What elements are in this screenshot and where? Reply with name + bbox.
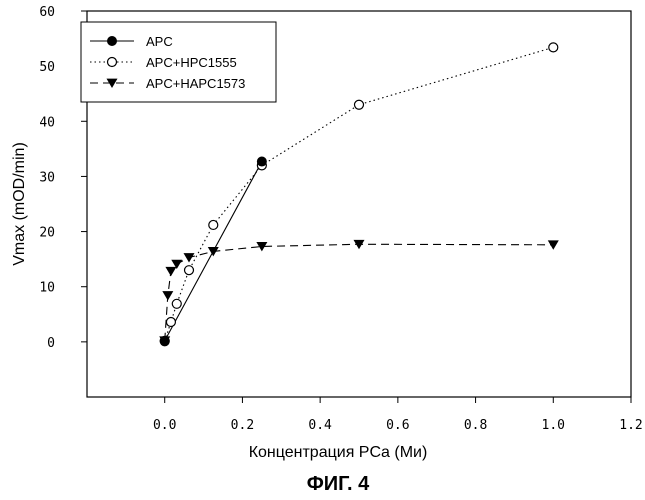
data-point — [549, 43, 558, 52]
y-tick-label: 40 — [39, 115, 55, 130]
y-axis-ticks: 0 10 20 30 40 50 60 — [39, 5, 87, 351]
x-tick-label: 0.4 — [308, 418, 332, 433]
data-point — [184, 253, 195, 262]
data-point — [208, 247, 219, 256]
legend-label: APC — [146, 34, 173, 49]
x-tick-label: 0.0 — [153, 418, 176, 433]
x-tick-label: 0.8 — [464, 418, 487, 433]
data-point — [185, 266, 194, 275]
data-point — [160, 336, 169, 345]
y-tick-label: 30 — [39, 170, 55, 185]
figure-caption: ФИГ. 4 — [307, 473, 370, 495]
data-point — [165, 267, 176, 276]
y-tick-label: 0 — [47, 336, 55, 351]
y-axis-label: Vmax (mOD/min) — [11, 142, 28, 266]
legend: APC APC+HPC1555 APC+HAPC1573 — [81, 22, 276, 102]
y-tick-label: 60 — [39, 5, 55, 20]
data-point — [209, 220, 218, 229]
legend-label: APC+HAPC1573 — [146, 76, 245, 91]
legend-marker — [108, 37, 117, 46]
y-tick-label: 10 — [39, 281, 55, 296]
x-tick-label: 1.0 — [542, 418, 565, 433]
legend-marker — [108, 58, 117, 67]
y-tick-label: 20 — [39, 226, 55, 241]
x-axis-label: Концентрация PCa (Ми) — [249, 444, 428, 461]
data-point — [172, 299, 181, 308]
data-point — [162, 291, 173, 300]
data-point — [548, 240, 559, 249]
legend-label: APC+HPC1555 — [146, 55, 237, 70]
x-tick-label: 0.2 — [231, 418, 254, 433]
data-point — [257, 157, 266, 166]
x-axis-ticks: 0.0 0.2 0.4 0.6 0.8 1.0 1.2 — [153, 397, 643, 433]
data-point — [355, 100, 364, 109]
x-tick-label: 0.6 — [386, 418, 409, 433]
y-tick-label: 50 — [39, 60, 55, 75]
x-tick-label: 1.2 — [619, 418, 642, 433]
data-point — [166, 318, 175, 327]
series-line — [165, 244, 554, 340]
